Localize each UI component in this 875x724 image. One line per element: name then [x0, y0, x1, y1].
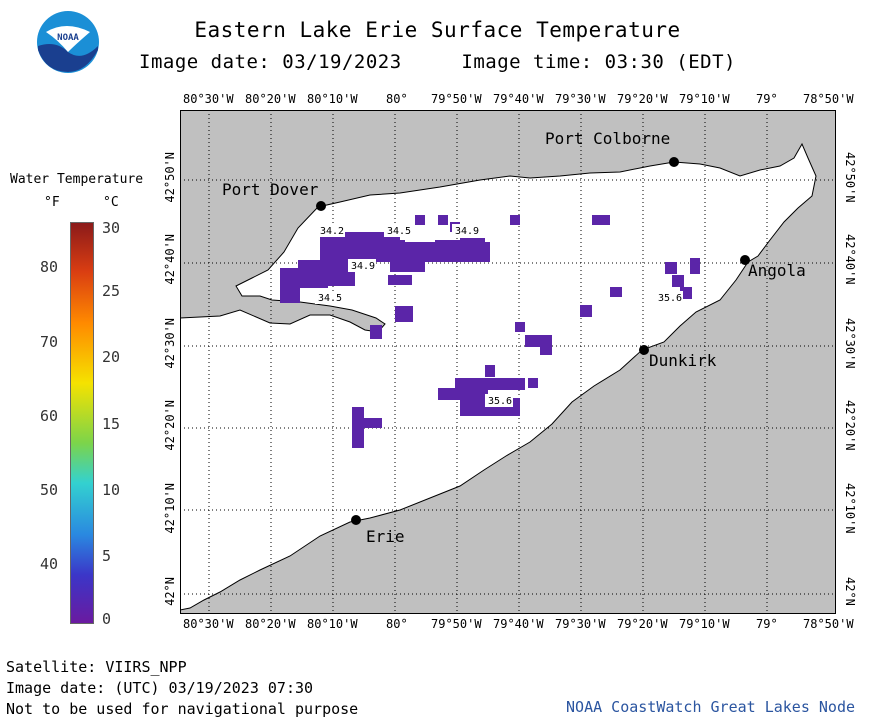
city-label-dunkirk: Dunkirk	[649, 351, 717, 370]
lon-label: 78°50'W	[803, 617, 854, 631]
logo-text: NOAA	[57, 33, 79, 43]
map-subtitle: Image date: 03/19/2023 Image time: 03:30…	[0, 51, 875, 73]
lat-label: 42°N	[163, 577, 177, 606]
lon-label: 79°40'W	[493, 92, 544, 106]
temperature-labels: 34.2 34.5 34.9 34.9 34.5 35.6 35.6	[315, 224, 683, 407]
legend-c-tick: 5	[102, 547, 112, 565]
legend-c-tick: 25	[102, 282, 121, 300]
city-label-port-dover: Port Dover	[222, 180, 319, 199]
satellite-info: Satellite: VIIRS_NPP	[6, 658, 187, 676]
lon-label: 80°10'W	[307, 92, 358, 106]
city-marker	[639, 345, 649, 355]
lon-label: 79°20'W	[617, 92, 668, 106]
temp-value: 34.5	[318, 293, 342, 304]
lat-label: 42°10'N	[163, 483, 177, 534]
lat-label: 42°50'N	[843, 152, 857, 203]
lat-label: 42°10'N	[843, 483, 857, 534]
city-marker	[351, 515, 361, 525]
lon-label: 80°20'W	[245, 617, 296, 631]
legend-c-tick: 30	[102, 219, 121, 237]
image-time: Image time: 03:30 (EDT)	[461, 51, 736, 73]
lat-label: 42°40'N	[843, 234, 857, 285]
lat-label: 42°50'N	[163, 152, 177, 203]
lat-label: 42°30'N	[163, 318, 177, 369]
lon-label: 80°30'W	[183, 92, 234, 106]
lon-label: 80°30'W	[183, 617, 234, 631]
lat-label: 42°20'N	[163, 400, 177, 451]
legend-f-tick: 60	[40, 407, 59, 425]
lon-label: 79°50'W	[431, 617, 482, 631]
legend-c-tick: 0	[102, 610, 112, 628]
lat-label: 42°20'N	[843, 400, 857, 451]
lake-erie-map: 34.2 34.5 34.9 34.9 34.5 35.6 35.6 Port …	[180, 110, 836, 614]
navigation-warning: Not to be used for navigational purpose	[6, 700, 359, 718]
temp-value: 35.6	[658, 293, 682, 304]
image-date: Image date: 03/19/2023	[139, 51, 402, 73]
city-label-port-colborne: Port Colborne	[545, 129, 670, 148]
lon-label: 80°20'W	[245, 92, 296, 106]
lon-label: 80°	[386, 617, 408, 631]
city-marker	[669, 157, 679, 167]
temp-value: 34.2	[320, 226, 344, 237]
lat-label: 42°40'N	[163, 234, 177, 285]
map-title: Eastern Lake Erie Surface Temperature	[194, 18, 681, 42]
legend-heading: Water Temperature	[10, 172, 144, 187]
lon-label: 78°50'W	[803, 92, 854, 106]
city-marker	[316, 201, 326, 211]
legend-colorbar	[70, 222, 94, 624]
lon-label: 79°30'W	[555, 617, 606, 631]
city-marker	[740, 255, 750, 265]
lon-label: 79°40'W	[493, 617, 544, 631]
temp-value: 35.6	[488, 396, 512, 407]
legend-c-tick: 20	[102, 348, 121, 366]
lon-label: 79°10'W	[679, 617, 730, 631]
graticule	[180, 110, 836, 614]
legend-unit-f: °F	[44, 195, 60, 210]
lon-label: 79°30'W	[555, 92, 606, 106]
lat-label: 42°30'N	[843, 318, 857, 369]
lon-label: 79°	[756, 92, 778, 106]
city-label-erie: Erie	[366, 527, 405, 546]
lon-label: 80°10'W	[307, 617, 358, 631]
lon-label: 79°10'W	[679, 92, 730, 106]
noaa-logo: NOAA	[36, 10, 100, 74]
lon-label: 79°	[756, 617, 778, 631]
cities	[316, 157, 750, 525]
legend-unit-c: °C	[103, 195, 119, 210]
temp-value: 34.9	[351, 261, 375, 272]
temp-value: 34.5	[387, 226, 411, 237]
lon-label: 80°	[386, 92, 408, 106]
legend-f-tick: 40	[40, 555, 59, 573]
city-label-angola: Angola	[748, 261, 806, 280]
lon-label: 79°50'W	[431, 92, 482, 106]
city-labels: Port Dover Port Colborne Angola Dunkirk …	[222, 129, 806, 546]
legend-c-tick: 15	[102, 415, 121, 433]
lon-label: 79°20'W	[617, 617, 668, 631]
legend-f-tick: 50	[40, 481, 59, 499]
map-frame	[180, 110, 836, 614]
utc-date: Image date: (UTC) 03/19/2023 07:30	[6, 679, 314, 697]
legend-f-tick: 70	[40, 333, 59, 351]
legend-c-tick: 10	[102, 481, 121, 499]
lat-label: 42°N	[843, 577, 857, 606]
legend-f-tick: 80	[40, 258, 59, 276]
temp-value: 34.9	[455, 226, 479, 237]
credit-text: NOAA CoastWatch Great Lakes Node	[566, 698, 855, 716]
